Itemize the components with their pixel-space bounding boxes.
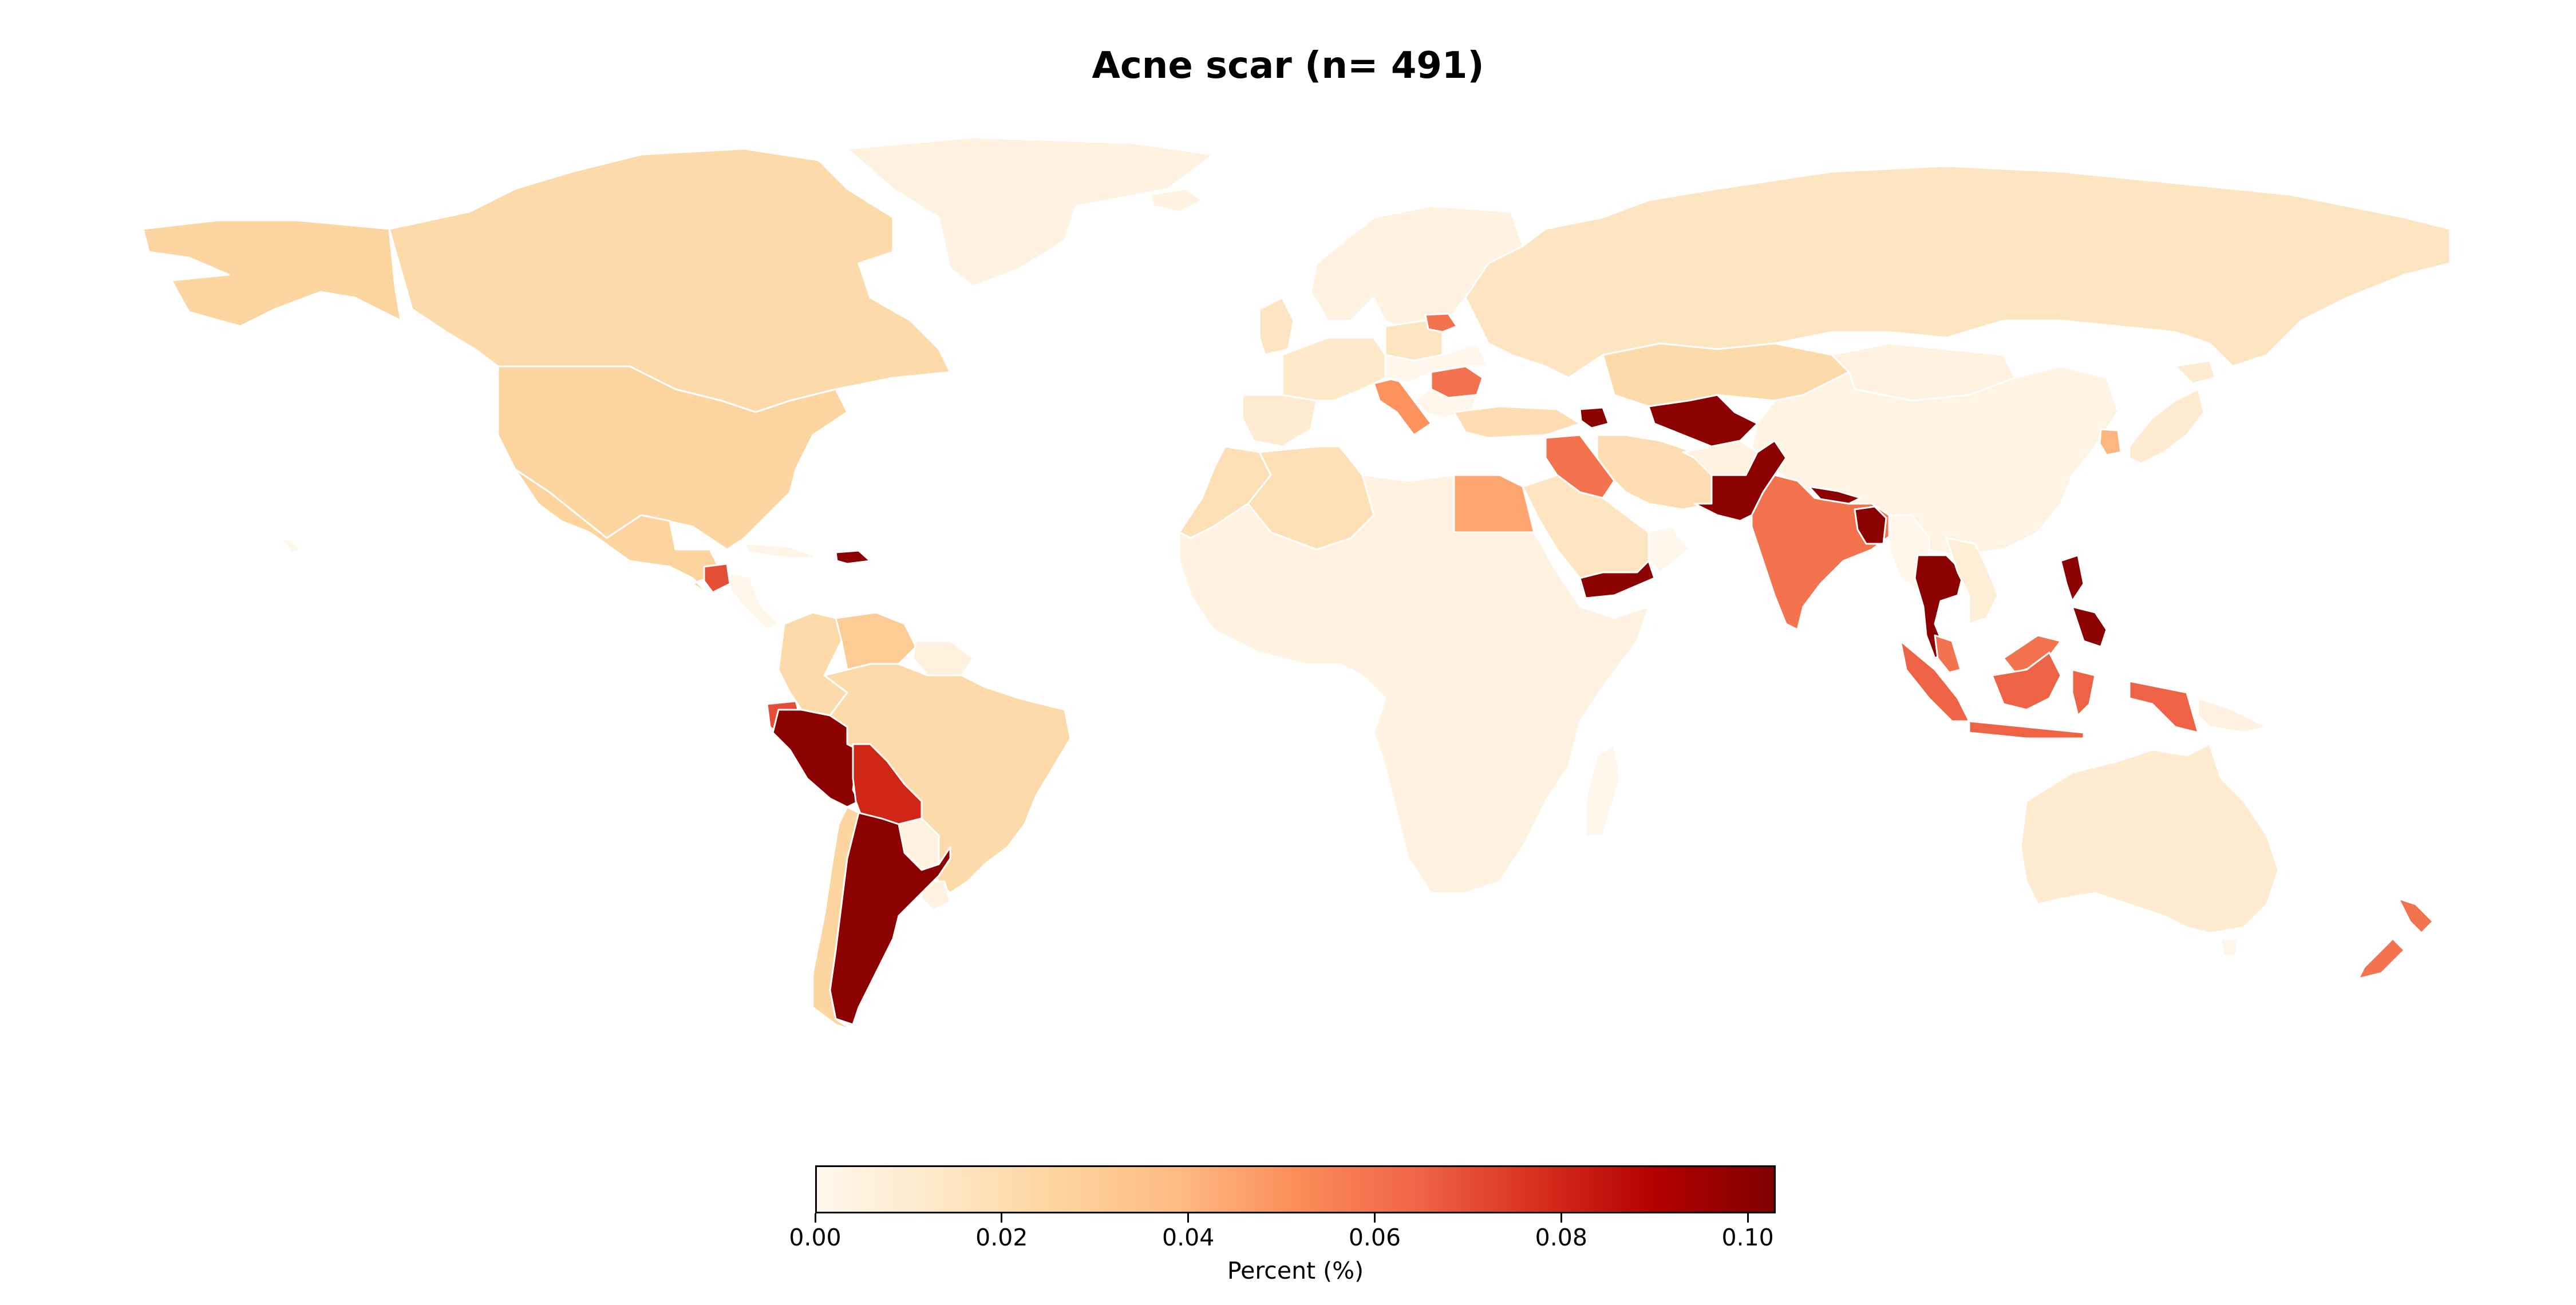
region-united-kingdom (1258, 296, 1295, 356)
colorbar-tick (1001, 1213, 1003, 1223)
colorbar-gradient (817, 1167, 1774, 1212)
region-russia (1464, 165, 2451, 379)
colorbar-tick (1747, 1213, 1749, 1223)
region-central-america (729, 571, 780, 631)
region-malaysia (1934, 634, 2062, 674)
region-guyana (912, 640, 974, 677)
region-new-zealand (2357, 897, 2434, 980)
region-colombia (777, 611, 848, 717)
region-australia (2020, 743, 2279, 934)
region-azerbaijan (1579, 406, 1610, 429)
colorbar-tick-label: 0.02 (975, 1224, 1028, 1251)
region-madagascar (1585, 743, 1621, 837)
region-japan (2128, 359, 2217, 465)
region-argentina (829, 812, 951, 1026)
region-iceland (1149, 188, 1203, 213)
colorbar-tick-label: 0.00 (789, 1224, 841, 1251)
region-africa-rest (1178, 474, 1650, 894)
region-papua-new-guinea (2197, 697, 2268, 734)
region-turkey (1453, 405, 1581, 439)
region-alaska (142, 219, 402, 327)
region-lithuania (1424, 313, 1458, 333)
colorbar-tick (814, 1213, 816, 1223)
region-egypt (1453, 474, 1535, 533)
chart-title: Acne scar (n= 491) (1092, 45, 1484, 87)
region-spain (1241, 394, 1318, 448)
region-south-korea (2099, 428, 2122, 456)
region-uruguay (920, 880, 951, 911)
choropleth-map (142, 136, 2451, 1031)
colorbar (815, 1165, 1776, 1213)
region-eastern-europe (1384, 342, 1490, 385)
colorbar-tick-label: 0.10 (1721, 1224, 1774, 1251)
region-brazil (823, 663, 1072, 894)
colorbar-label: Percent (%) (1227, 1257, 1364, 1284)
region-hawaii (279, 537, 302, 553)
region-oman (1647, 525, 1690, 574)
region-uzbekistan (1647, 394, 1759, 448)
region-iran (1596, 434, 1713, 511)
colorbar-tick-label: 0.08 (1535, 1224, 1587, 1251)
region-dominican-republic (835, 549, 871, 565)
colorbar-tick (1187, 1213, 1190, 1223)
region-cuba (743, 543, 820, 559)
region-tasmania (2220, 938, 2239, 957)
region-yemen (1579, 560, 1656, 599)
colorbar-tick-label: 0.04 (1161, 1224, 1215, 1251)
region-canada (388, 148, 951, 413)
colorbar-tick (1560, 1213, 1562, 1223)
region-vietnam (1945, 537, 1999, 625)
region-greenland (846, 136, 1215, 287)
region-venezuela (835, 611, 917, 671)
colorbar-tick (1373, 1213, 1376, 1223)
colorbar-tick-label: 0.06 (1348, 1224, 1401, 1251)
region-nepal (1808, 485, 1862, 505)
region-guatemala (703, 563, 731, 594)
region-western-europe (1281, 337, 1386, 402)
region-philippines (2060, 554, 2108, 648)
region-bangladesh (1854, 505, 1887, 545)
region-indonesia (1899, 640, 2199, 739)
